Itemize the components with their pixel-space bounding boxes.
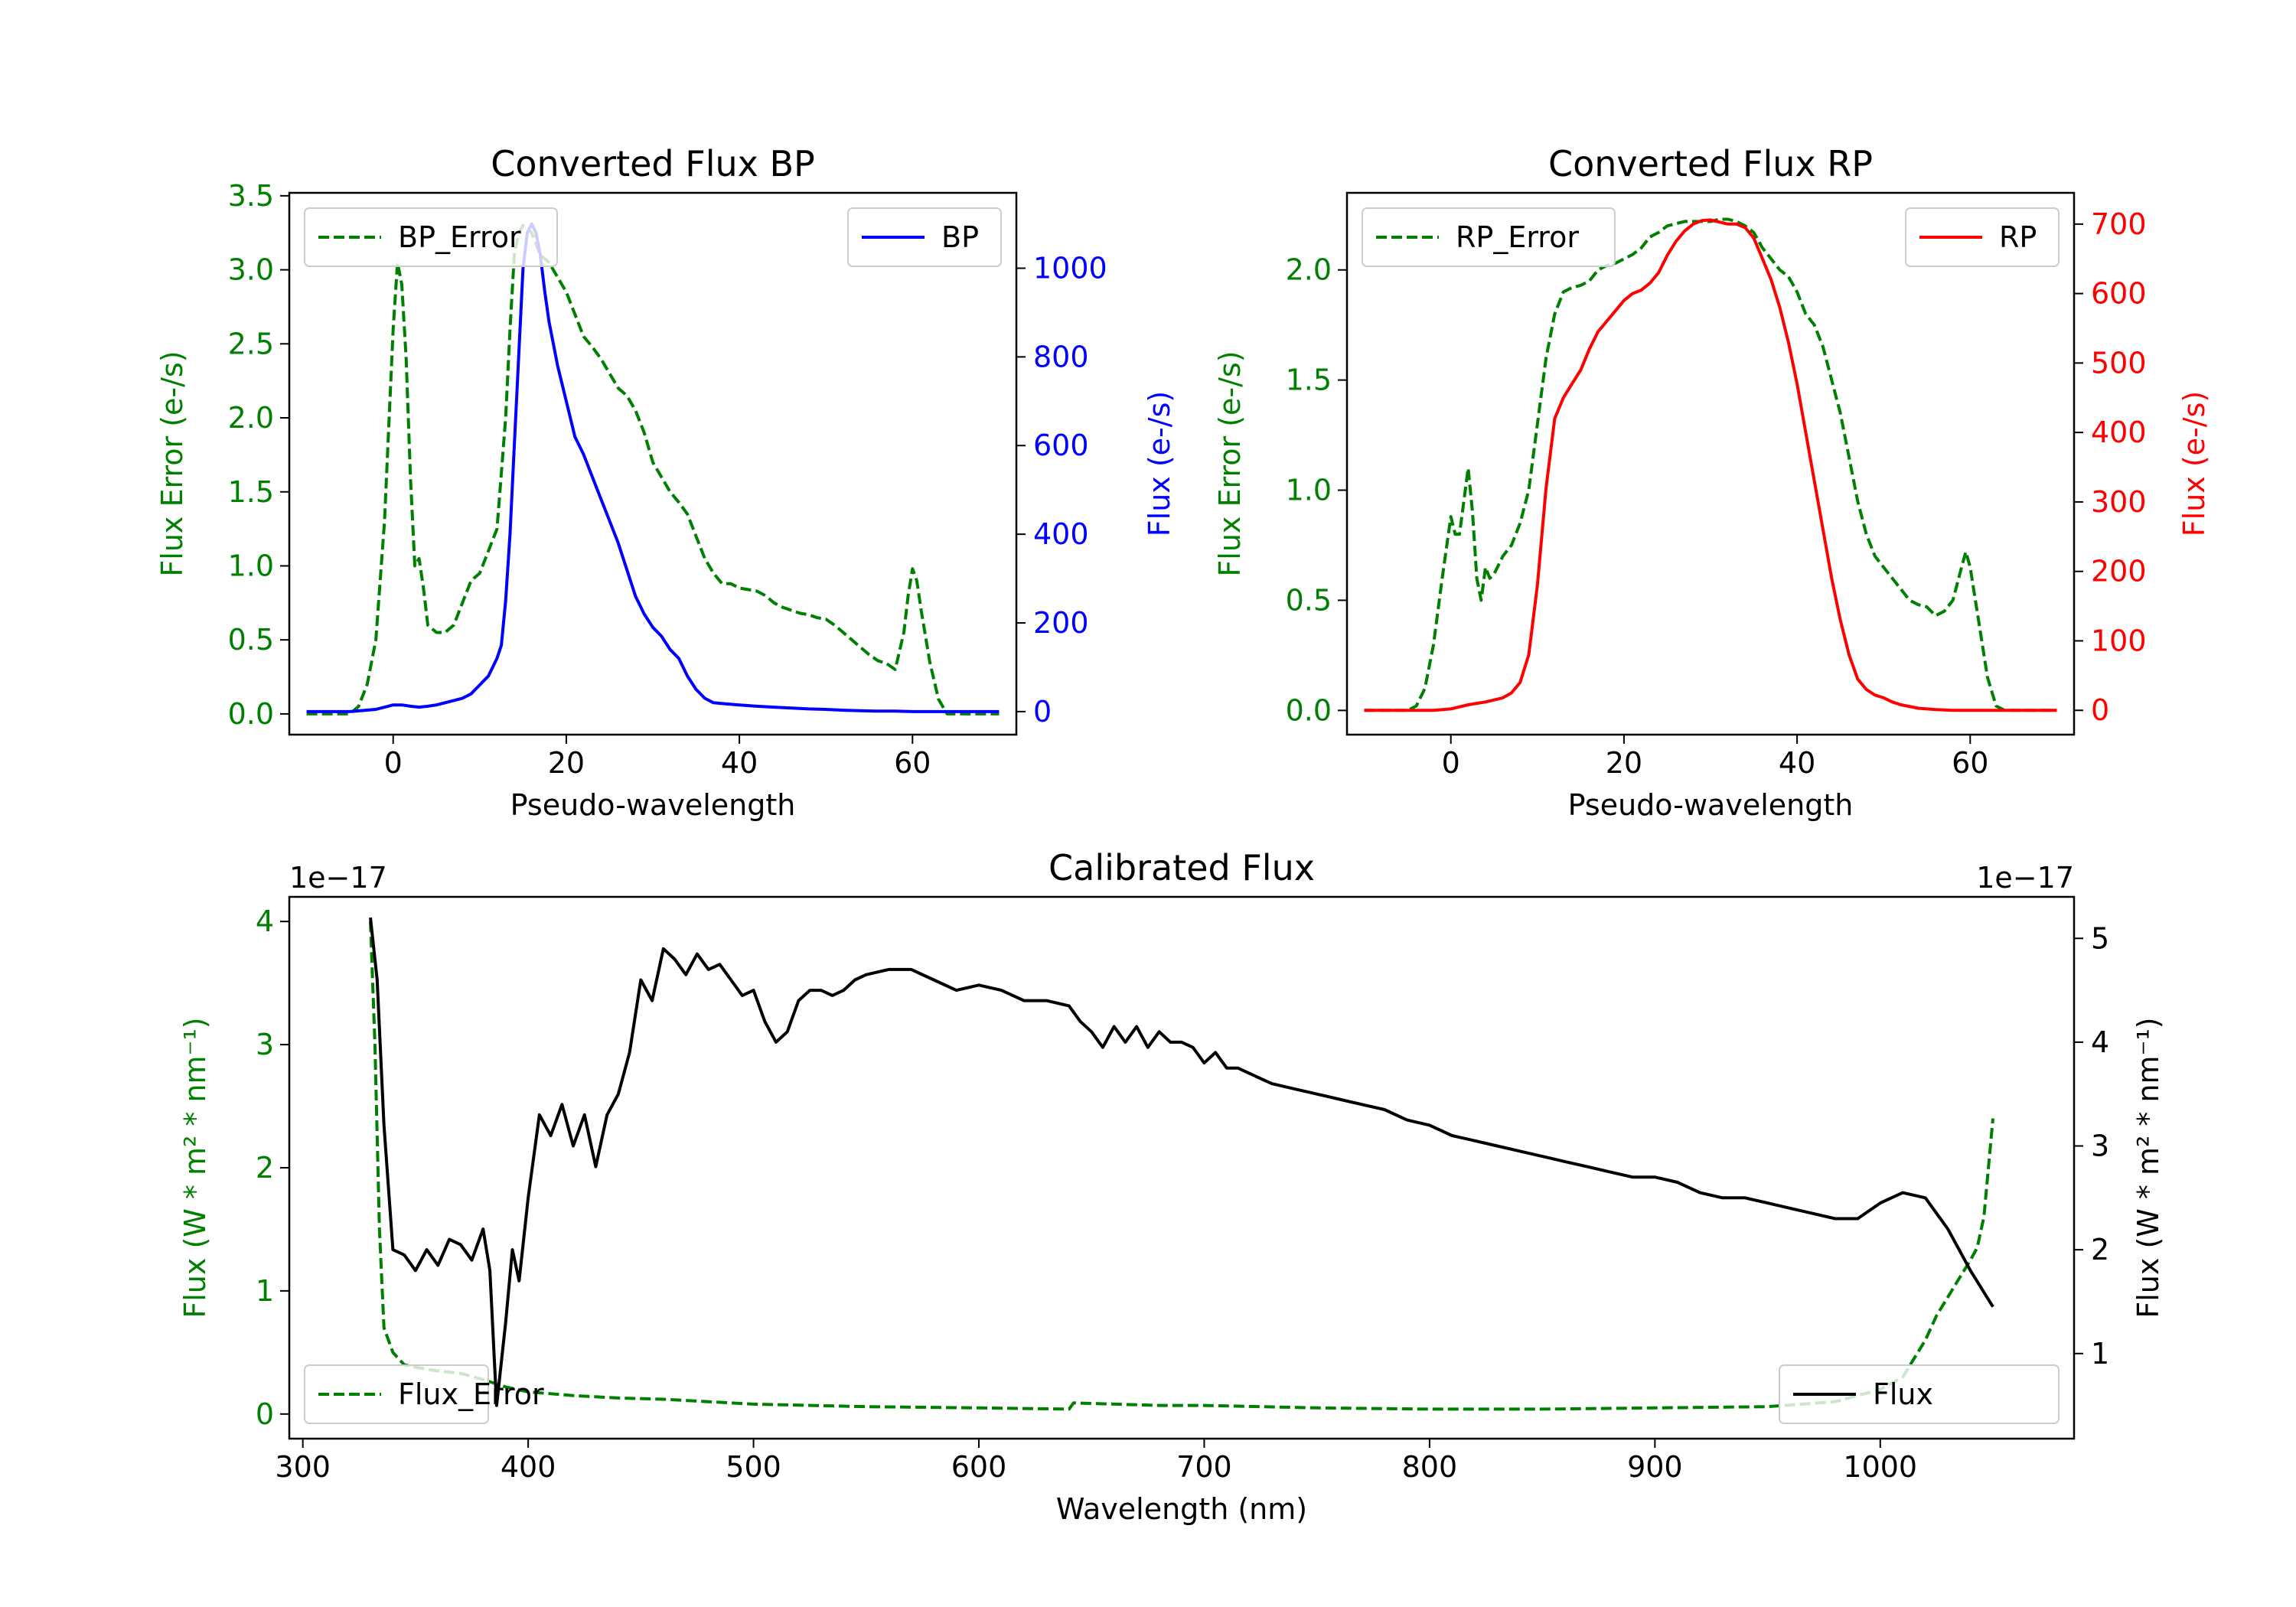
y-right-tick-label: 300 bbox=[2091, 485, 2147, 519]
x-axis-label: Pseudo-wavelength bbox=[510, 788, 796, 822]
x-tick-label: 1000 bbox=[1843, 1450, 1917, 1484]
x-tick-label: 60 bbox=[894, 746, 931, 780]
x-tick-label: 500 bbox=[726, 1450, 781, 1484]
y-right-tick-label: 0 bbox=[2091, 693, 2109, 727]
offset-label-right: 1e−17 bbox=[1976, 861, 2074, 895]
series-line-bp-error bbox=[306, 223, 1000, 715]
legend-box bbox=[304, 1364, 489, 1424]
chart-rp: Converted Flux RP 0 20 40 60 Pseudo-wavelengt… bbox=[1213, 143, 2211, 822]
y-left-tick-label: 2.5 bbox=[228, 327, 274, 360]
y-right-tick-label: 4 bbox=[2091, 1025, 2109, 1059]
y-left-tick-label: 3.5 bbox=[228, 179, 274, 213]
offset-label-left: 1e−17 bbox=[289, 861, 387, 895]
y-right-axis-label: Flux (e-/s) bbox=[2177, 391, 2211, 536]
y-right-tick-label: 600 bbox=[2091, 277, 2147, 311]
series-line-bp bbox=[306, 222, 1000, 713]
legend-label: RP bbox=[1999, 220, 2037, 254]
series-group bbox=[306, 222, 1000, 715]
y-right-tick-label: 500 bbox=[2091, 346, 2147, 380]
y-right-tick-label: 200 bbox=[2091, 555, 2147, 588]
x-tick-label: 20 bbox=[1606, 746, 1642, 780]
x-tick-label: 0 bbox=[1442, 746, 1460, 780]
y-left-tick-label: 2.0 bbox=[228, 401, 274, 435]
x-tick-label: 60 bbox=[1952, 746, 1988, 780]
y-left-tick-label: 1.0 bbox=[228, 549, 274, 582]
series-group bbox=[369, 917, 1994, 1411]
y-left-axis-label: Flux Error (e-/s) bbox=[1213, 350, 1247, 576]
chart-title: Converted Flux BP bbox=[491, 143, 815, 184]
legend-label: BP_Error bbox=[398, 220, 521, 254]
y-right-tick-label: 100 bbox=[2091, 624, 2147, 657]
y-right-tick-label: 200 bbox=[1033, 606, 1089, 640]
legend-label: RP_Error bbox=[1456, 220, 1579, 254]
plot-frame bbox=[1345, 191, 2076, 736]
legend-flux-error: Flux_Error bbox=[304, 1364, 544, 1424]
chart-title: Converted Flux RP bbox=[1548, 143, 1873, 184]
y-left-tick-label: 0 bbox=[256, 1397, 274, 1431]
y-left-tick-label: 4 bbox=[256, 905, 274, 938]
y-left-tick-label: 0.0 bbox=[1286, 693, 1332, 727]
y-right-tick-label: 3 bbox=[2091, 1129, 2109, 1163]
legend-label: Flux_Error bbox=[398, 1377, 544, 1411]
legend-box bbox=[1779, 1364, 2060, 1424]
y-right-tick-label: 1000 bbox=[1033, 251, 1107, 285]
y-right-tick-label: 700 bbox=[2091, 207, 2147, 241]
y-right-axis-label: Flux (W * m² * nm⁻¹) bbox=[2131, 1017, 2165, 1318]
legend-bp-error: BP_Error bbox=[304, 207, 558, 267]
legend-box bbox=[1362, 207, 1616, 267]
x-tick-label: 800 bbox=[1402, 1450, 1458, 1484]
y-left-tick-label: 2 bbox=[256, 1151, 274, 1185]
plot-frame bbox=[288, 895, 2076, 1440]
legend-rp-error: RP_Error bbox=[1362, 207, 1616, 267]
y-left-axis-label: Flux (W * m² * nm⁻¹) bbox=[178, 1017, 212, 1318]
chart-bp: Converted Flux BP 0 20 40 60 Pseudo-wavelengt… bbox=[155, 143, 1176, 822]
y-right-tick-label: 800 bbox=[1033, 340, 1089, 373]
x-axis-label: Wavelength (nm) bbox=[1056, 1492, 1307, 1526]
y-right-tick-label: 2 bbox=[2091, 1233, 2109, 1266]
y-right-tick-label: 400 bbox=[1033, 517, 1089, 551]
series-line-flux bbox=[369, 917, 1994, 1407]
y-left-tick-label: 0.0 bbox=[228, 697, 274, 731]
chart-cal: Calibrated Flux 300 400 500 600 700 800 900 1000… bbox=[178, 847, 2165, 1526]
legend-label: BP bbox=[941, 220, 979, 254]
legend-label: Flux bbox=[1873, 1377, 1933, 1411]
legend-rp: RP bbox=[1905, 207, 2060, 267]
y-right-tick-label: 5 bbox=[2091, 921, 2109, 955]
legend-box bbox=[304, 207, 558, 267]
x-tick-label: 40 bbox=[1779, 746, 1815, 780]
x-tick-label: 20 bbox=[548, 746, 585, 780]
y-left-tick-label: 2.0 bbox=[1286, 253, 1332, 287]
y-left-tick-label: 1 bbox=[256, 1274, 274, 1308]
y-right-tick-label: 0 bbox=[1033, 695, 1052, 729]
x-axis-label: Pseudo-wavelength bbox=[1568, 788, 1854, 822]
y-left-tick-label: 3 bbox=[256, 1028, 274, 1061]
series-group bbox=[1364, 217, 2057, 712]
x-tick-label: 600 bbox=[951, 1450, 1007, 1484]
y-right-tick-label: 600 bbox=[1033, 429, 1089, 462]
plot-frame bbox=[288, 191, 1018, 736]
legend-bp: BP bbox=[847, 207, 1002, 267]
x-tick-label: 40 bbox=[721, 746, 758, 780]
series-line-rp-error bbox=[1364, 217, 2057, 712]
chart-title: Calibrated Flux bbox=[1049, 847, 1315, 888]
x-tick-label: 900 bbox=[1627, 1450, 1683, 1484]
y-right-tick-label: 400 bbox=[2091, 416, 2147, 449]
y-left-tick-label: 1.5 bbox=[1286, 363, 1332, 397]
series-line-flux-error bbox=[369, 921, 1994, 1411]
y-left-tick-label: 3.0 bbox=[228, 253, 274, 287]
legend-flux: Flux bbox=[1779, 1364, 2060, 1424]
y-left-tick-label: 1.0 bbox=[1286, 474, 1332, 507]
y-left-tick-label: 0.5 bbox=[228, 623, 274, 657]
y-left-tick-label: 1.5 bbox=[228, 475, 274, 509]
x-tick-label: 300 bbox=[275, 1450, 331, 1484]
y-right-axis-label: Flux (e-/s) bbox=[1143, 391, 1176, 536]
x-tick-label: 0 bbox=[384, 746, 403, 780]
x-tick-label: 400 bbox=[501, 1450, 556, 1484]
y-left-axis-label: Flux Error (e-/s) bbox=[155, 350, 189, 576]
series-line-rp bbox=[1364, 218, 2057, 712]
x-tick-label: 700 bbox=[1176, 1450, 1232, 1484]
y-left-tick-label: 0.5 bbox=[1286, 583, 1332, 617]
y-right-tick-label: 1 bbox=[2091, 1337, 2109, 1371]
